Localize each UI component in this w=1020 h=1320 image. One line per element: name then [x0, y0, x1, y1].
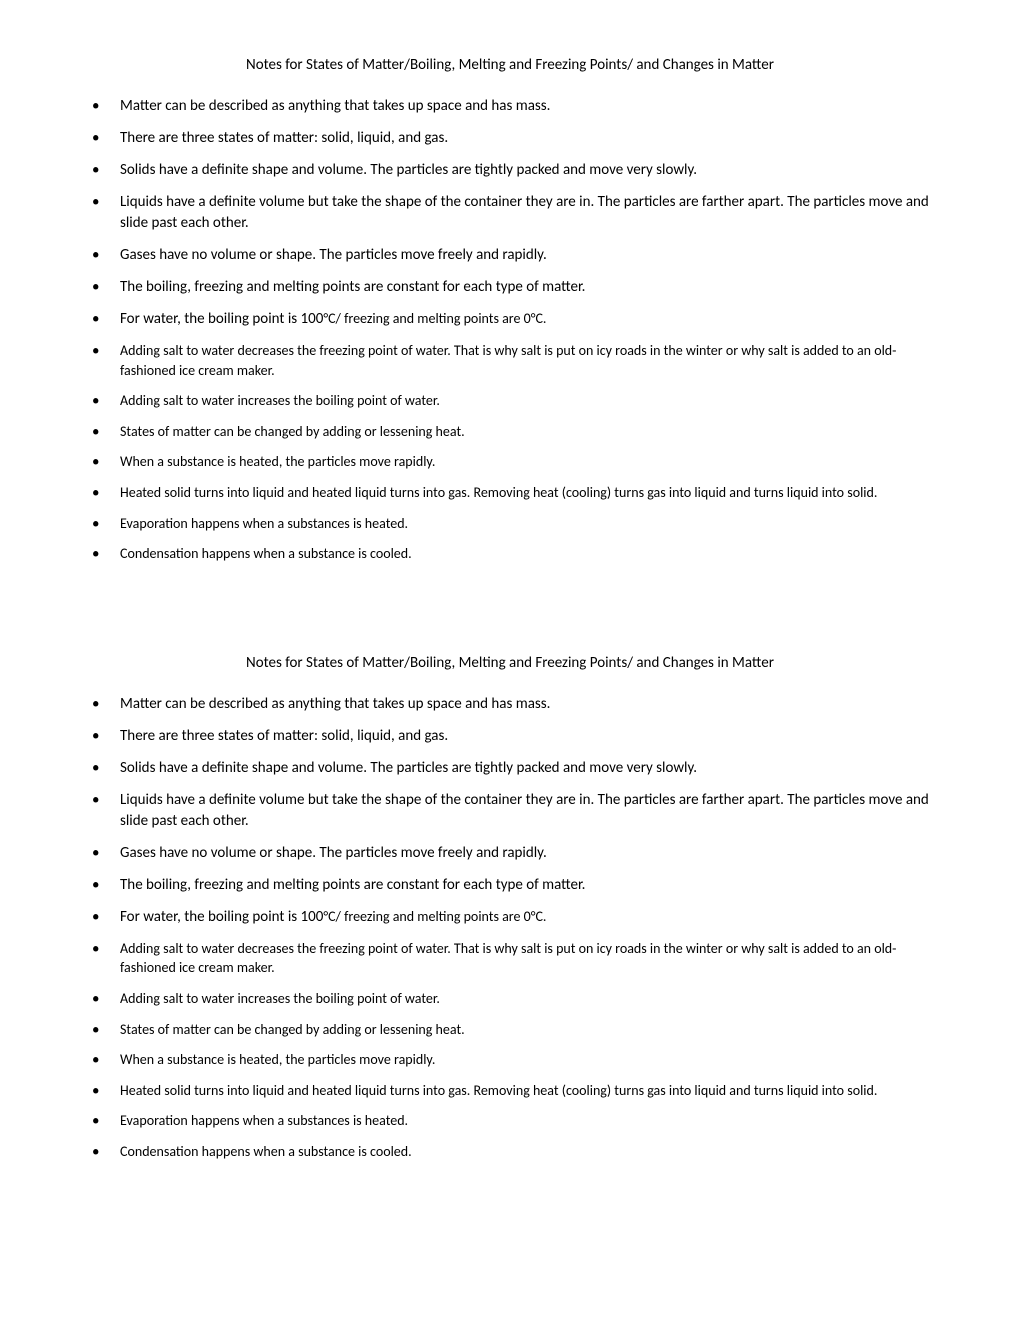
list-item: For water, the boiling point is 100°C/ f… — [72, 309, 948, 330]
bullet-text-prefix: For water, the boiling point is 100 — [120, 908, 323, 926]
list-item: There are three states of matter: solid,… — [72, 726, 948, 747]
bullet-text: Liquids have a definite volume but take … — [120, 791, 929, 830]
bullet-text: The boiling, freezing and melting points… — [120, 876, 585, 894]
list-item: For water, the boiling point is 100°C/ f… — [72, 907, 948, 928]
list-item: Solids have a definite shape and volume.… — [72, 160, 948, 181]
bullet-text: Solids have a definite shape and volume.… — [120, 759, 697, 777]
list-item: Evaporation happens when a substances is… — [72, 514, 948, 534]
bullet-text-suffix: °C/ freezing and melting points are 0°C. — [323, 908, 546, 925]
list-item: Adding salt to water decreases the freez… — [72, 939, 948, 978]
bullet-text: Adding salt to water increases the boili… — [120, 990, 440, 1007]
bullet-text-suffix: °C/ freezing and melting points are 0°C. — [323, 310, 546, 327]
section-1: Notes for States of Matter/Boiling, Melt… — [72, 56, 948, 564]
section-title: Notes for States of Matter/Boiling, Melt… — [72, 654, 948, 672]
bullet-text: Liquids have a definite volume but take … — [120, 193, 929, 232]
list-item: When a substance is heated, the particle… — [72, 452, 948, 472]
bullet-text: Adding salt to water increases the boili… — [120, 392, 440, 409]
bullet-text: Heated solid turns into liquid and heate… — [120, 1082, 877, 1099]
section-title: Notes for States of Matter/Boiling, Melt… — [72, 56, 948, 74]
bullet-text: When a substance is heated, the particle… — [120, 453, 435, 470]
list-item: Heated solid turns into liquid and heate… — [72, 1081, 948, 1101]
bullet-text: Adding salt to water decreases the freez… — [120, 940, 896, 977]
bullet-text: Gases have no volume or shape. The parti… — [120, 246, 547, 264]
list-item: Gases have no volume or shape. The parti… — [72, 843, 948, 864]
list-item: Condensation happens when a substance is… — [72, 1142, 948, 1162]
bullet-text: There are three states of matter: solid,… — [120, 129, 448, 147]
bullet-text: Gases have no volume or shape. The parti… — [120, 844, 547, 862]
bullet-text: The boiling, freezing and melting points… — [120, 278, 585, 296]
bullet-text: Solids have a definite shape and volume.… — [120, 161, 697, 179]
bullet-text: Condensation happens when a substance is… — [120, 1143, 412, 1160]
section-2: Notes for States of Matter/Boiling, Melt… — [72, 654, 948, 1162]
list-item: Solids have a definite shape and volume.… — [72, 758, 948, 779]
bullet-list: Matter can be described as anything that… — [72, 96, 948, 564]
bullet-text: Matter can be described as anything that… — [120, 695, 550, 713]
list-item: Gases have no volume or shape. The parti… — [72, 245, 948, 266]
list-item: When a substance is heated, the particle… — [72, 1050, 948, 1070]
bullet-text: When a substance is heated, the particle… — [120, 1051, 435, 1068]
list-item: Evaporation happens when a substances is… — [72, 1111, 948, 1131]
bullet-text: Heated solid turns into liquid and heate… — [120, 484, 877, 501]
bullet-text: There are three states of matter: solid,… — [120, 727, 448, 745]
list-item: States of matter can be changed by addin… — [72, 422, 948, 442]
bullet-text: Evaporation happens when a substances is… — [120, 1112, 408, 1129]
bullet-list: Matter can be described as anything that… — [72, 694, 948, 1162]
bullet-text: Matter can be described as anything that… — [120, 97, 550, 115]
bullet-text: States of matter can be changed by addin… — [120, 1021, 465, 1038]
bullet-text: Adding salt to water decreases the freez… — [120, 342, 896, 379]
list-item: Adding salt to water decreases the freez… — [72, 341, 948, 380]
list-item: The boiling, freezing and melting points… — [72, 875, 948, 896]
list-item: There are three states of matter: solid,… — [72, 128, 948, 149]
bullet-text-prefix: For water, the boiling point is 100 — [120, 310, 323, 328]
list-item: Matter can be described as anything that… — [72, 96, 948, 117]
list-item: Liquids have a definite volume but take … — [72, 192, 948, 234]
list-item: Liquids have a definite volume but take … — [72, 790, 948, 832]
bullet-text: States of matter can be changed by addin… — [120, 423, 465, 440]
list-item: Matter can be described as anything that… — [72, 694, 948, 715]
bullet-text: Condensation happens when a substance is… — [120, 545, 412, 562]
list-item: Condensation happens when a substance is… — [72, 544, 948, 564]
list-item: States of matter can be changed by addin… — [72, 1020, 948, 1040]
list-item: The boiling, freezing and melting points… — [72, 277, 948, 298]
list-item: Adding salt to water increases the boili… — [72, 391, 948, 411]
bullet-text: Evaporation happens when a substances is… — [120, 515, 408, 532]
list-item: Heated solid turns into liquid and heate… — [72, 483, 948, 503]
list-item: Adding salt to water increases the boili… — [72, 989, 948, 1009]
